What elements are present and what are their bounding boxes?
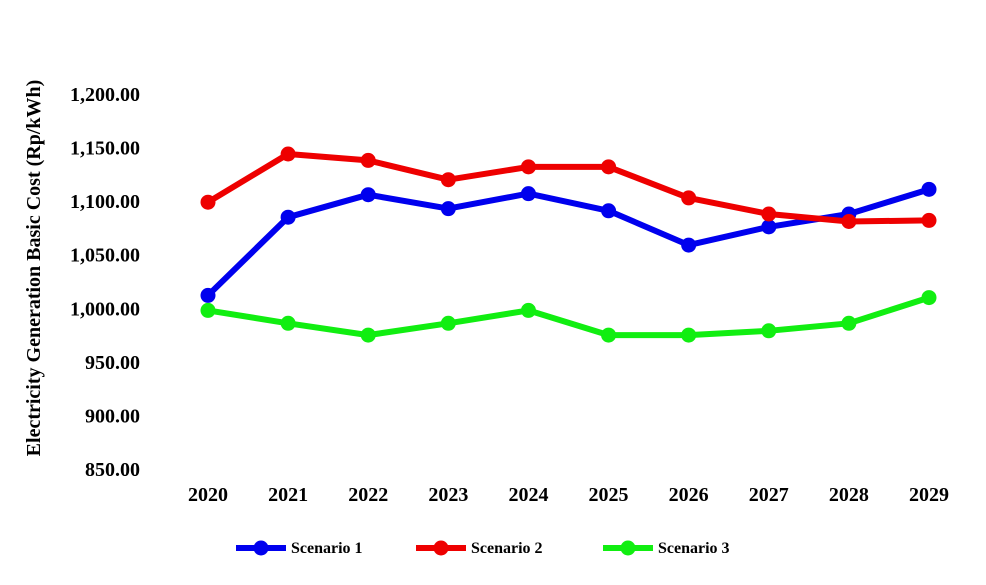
x-tick-label: 2028 <box>829 484 869 506</box>
data-point <box>921 290 937 306</box>
data-point <box>520 159 536 175</box>
y-tick-label: 950.00 <box>85 352 140 374</box>
legend-label: Scenario 2 <box>471 540 543 557</box>
data-point <box>921 181 937 197</box>
legend-item-3: Scenario 3 <box>603 540 730 557</box>
data-point <box>761 206 777 222</box>
data-point <box>360 152 376 168</box>
x-tick-label: 2023 <box>428 484 468 506</box>
data-point <box>360 187 376 203</box>
legend: Scenario 1 Scenario 2 Scenario 3 <box>236 540 730 557</box>
x-tick-label: 2027 <box>749 484 789 506</box>
data-point <box>681 327 697 343</box>
data-point <box>520 186 536 202</box>
data-point <box>761 219 777 235</box>
data-point <box>601 327 617 343</box>
data-point <box>841 214 857 229</box>
legend-swatch-marker <box>620 540 636 556</box>
data-point <box>280 209 296 225</box>
legend-label: Scenario 1 <box>291 540 363 557</box>
x-tick-label: 2022 <box>348 484 388 506</box>
data-point <box>681 190 697 206</box>
data-point <box>841 315 857 331</box>
x-tick-label: 2021 <box>268 484 308 506</box>
data-point <box>360 327 376 343</box>
data-point <box>601 159 617 175</box>
x-tick-label: 2029 <box>909 484 949 506</box>
data-point <box>601 203 617 219</box>
data-point <box>200 302 216 318</box>
legend-item-2: Scenario 2 <box>416 540 543 557</box>
legend-item-1: Scenario 1 <box>236 540 363 557</box>
data-point <box>440 172 456 188</box>
x-tick-label: 2026 <box>669 484 709 506</box>
data-point <box>200 194 216 210</box>
legend-swatch-marker <box>433 540 449 556</box>
x-tick-label: 2025 <box>589 484 629 506</box>
x-tick-label: 2024 <box>508 484 548 506</box>
series-3 <box>200 290 937 343</box>
data-point <box>681 237 697 253</box>
y-tick-label: 1,150.00 <box>70 138 140 160</box>
series-line <box>205 186 932 299</box>
y-tick-label: 900.00 <box>85 405 140 427</box>
series-layer <box>200 146 937 343</box>
data-point <box>200 287 216 303</box>
series-1 <box>200 181 937 303</box>
series-2 <box>200 146 937 229</box>
y-tick-label: 850.00 <box>85 459 140 481</box>
x-tick-label: 2020 <box>188 484 228 506</box>
y-tick-label: 1,200.00 <box>70 84 140 106</box>
data-point <box>280 315 296 331</box>
legend-label: Scenario 3 <box>658 540 730 557</box>
data-point <box>440 315 456 331</box>
data-point <box>921 212 937 228</box>
data-point <box>761 323 777 339</box>
data-point <box>280 146 296 162</box>
y-tick-label: 1,000.00 <box>70 298 140 320</box>
legend-swatch-marker <box>253 540 269 556</box>
data-point <box>520 302 536 318</box>
data-point <box>440 201 456 217</box>
y-axis-ticks: 850.00 900.00 950.00 1,000.00 1,050.00 1,100.… <box>70 84 140 481</box>
y-tick-label: 1,100.00 <box>70 191 140 213</box>
series-line <box>205 294 932 339</box>
y-tick-label: 1,050.00 <box>70 245 140 267</box>
series-line <box>205 151 932 225</box>
y-axis-title: Electricity Generation Basic Cost (Rp/kW… <box>23 80 45 457</box>
x-axis-ticks: 2020 2021 2022 2023 2024 2025 2026 2027 2028 2029 <box>188 484 949 506</box>
